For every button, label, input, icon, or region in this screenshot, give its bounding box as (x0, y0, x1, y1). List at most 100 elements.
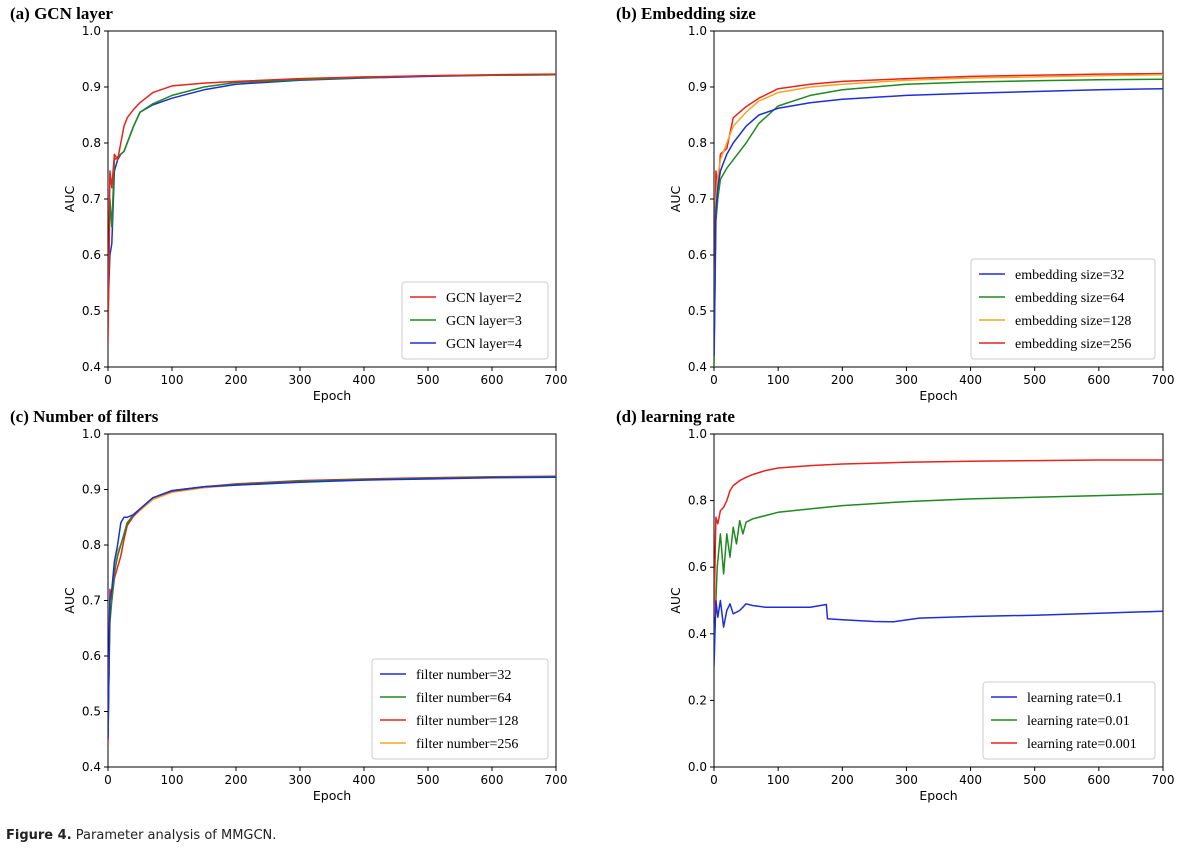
x-tick-label: 500 (1023, 773, 1046, 787)
legend-entry: embedding size=128 (1015, 314, 1131, 329)
x-tick-label: 100 (767, 773, 790, 787)
series-line-1 (108, 476, 556, 740)
y-tick-label: 0.4 (688, 360, 707, 374)
figure-caption: Figure 4. Parameter analysis of MMGCN. (6, 828, 276, 843)
legend-entry: filter number=256 (416, 737, 518, 752)
legend-entry: learning rate=0.01 (1027, 714, 1130, 729)
y-tick-label: 0.5 (82, 705, 101, 719)
legend-box (970, 258, 1156, 360)
legend-entry: filter number=32 (416, 668, 511, 683)
y-axis-label: AUC (62, 186, 77, 213)
x-tick-label: 600 (1087, 773, 1110, 787)
legend-entry: filter number=64 (416, 691, 511, 706)
chart-panel-3: (c) Number of filters 0 100 200 300 400 500 600… (10, 407, 567, 803)
series-line-3 (714, 73, 1163, 367)
chart-title: (d) learning rate (616, 407, 735, 426)
legend-entry: GCN layer=3 (446, 314, 522, 329)
series-line-3 (714, 459, 1163, 618)
x-tick-label: 300 (895, 373, 918, 387)
y-tick-label: 0.6 (688, 248, 707, 262)
x-tick-label: 700 (545, 373, 568, 387)
y-tick-label: 1.0 (82, 427, 101, 441)
legend-entry: embedding size=256 (1015, 337, 1131, 352)
x-axis-label: Epoch (313, 788, 351, 803)
y-axis-label: AUC (668, 186, 683, 213)
x-tick-label: 500 (417, 373, 440, 387)
x-axis-label: Epoch (919, 788, 957, 803)
y-tick-label: 0.8 (688, 136, 707, 150)
series-line-3 (108, 73, 556, 312)
y-tick-label: 1.0 (688, 24, 707, 38)
legend-entry: learning rate=0.1 (1027, 691, 1123, 706)
x-tick-label: 400 (353, 373, 376, 387)
y-tick-label: 0.7 (82, 594, 101, 608)
x-tick-label: 200 (831, 773, 854, 787)
legend: learning rate=0.1 learning rate=0.01 learn… (982, 681, 1156, 760)
legend: GCN layer=2 GCN layer=3 GCN layer=4 (401, 281, 549, 360)
x-tick-label: 200 (831, 373, 854, 387)
x-tick-label: 400 (959, 773, 982, 787)
x-tick-label: 400 (959, 373, 982, 387)
y-axis-label: AUC (668, 587, 683, 614)
legend-entry: learning rate=0.001 (1027, 737, 1137, 752)
y-tick-label: 0.9 (82, 80, 101, 94)
figure-caption-label: Figure 4. (6, 828, 72, 843)
x-tick-label: 300 (289, 373, 312, 387)
x-tick-label: 500 (417, 773, 440, 787)
y-tick-label: 0.9 (688, 80, 707, 94)
y-tick-label: 1.0 (82, 24, 101, 38)
x-tick-label: 300 (895, 773, 918, 787)
x-tick-label: 700 (1152, 773, 1175, 787)
legend-box (371, 658, 549, 760)
chart-panel-4: (d) learning rate 0 100 200 300 400 500 600 700 0… (616, 407, 1174, 803)
y-tick-label: 0.9 (82, 483, 101, 497)
chart-title: (a) GCN layer (10, 4, 113, 23)
y-tick-label: 0.0 (688, 760, 707, 774)
chart-panel-2: (b) Embedding size 0 100 200 300 400 500 600 700… (616, 4, 1174, 403)
y-tick-label: 0.4 (688, 627, 707, 641)
y-tick-label: 1.0 (688, 427, 707, 441)
series-line-2 (714, 78, 1163, 367)
legend-box (401, 281, 549, 360)
x-tick-label: 0 (104, 373, 112, 387)
x-tick-label: 600 (1087, 373, 1110, 387)
y-tick-label: 0.2 (688, 693, 707, 707)
series-line-2 (714, 493, 1163, 651)
x-tick-label: 400 (353, 773, 376, 787)
x-tick-label: 0 (710, 773, 718, 787)
y-tick-label: 0.6 (688, 560, 707, 574)
legend-entry: embedding size=64 (1015, 291, 1124, 306)
x-tick-label: 600 (481, 373, 504, 387)
series-line-1 (108, 73, 556, 345)
x-tick-label: 700 (1152, 373, 1175, 387)
y-axis-label: AUC (62, 587, 77, 614)
x-tick-label: 200 (225, 373, 248, 387)
x-axis-label: Epoch (919, 388, 957, 403)
chart-panel-1: (a) GCN layer 0 100 200 300 400 500 600 700 0.4 0.… (10, 4, 567, 403)
chart-title: (b) Embedding size (616, 4, 756, 23)
x-tick-label: 100 (161, 773, 184, 787)
series-line-1 (714, 599, 1163, 668)
x-tick-label: 0 (710, 373, 718, 387)
x-tick-label: 700 (545, 773, 568, 787)
y-tick-label: 0.5 (688, 304, 707, 318)
y-tick-label: 0.8 (82, 538, 101, 552)
x-tick-label: 100 (767, 373, 790, 387)
legend: filter number=32 filter number=64 filter n… (371, 658, 549, 760)
y-tick-label: 0.4 (82, 360, 101, 374)
y-tick-label: 0.7 (82, 192, 101, 206)
y-tick-label: 0.8 (688, 494, 707, 508)
x-tick-label: 0 (104, 773, 112, 787)
y-tick-label: 0.7 (688, 192, 707, 206)
x-tick-label: 100 (161, 373, 184, 387)
figure-caption-text: Parameter analysis of MMGCN. (75, 828, 277, 843)
legend-entry: filter number=128 (416, 714, 518, 729)
y-tick-label: 0.8 (82, 136, 101, 150)
y-tick-label: 0.6 (82, 248, 101, 262)
series-line-1 (714, 87, 1163, 356)
y-tick-label: 0.4 (82, 760, 101, 774)
legend: embedding size=32 embedding size=64 embedd… (970, 258, 1156, 360)
x-tick-label: 600 (481, 773, 504, 787)
chart-title: (c) Number of filters (10, 407, 159, 426)
